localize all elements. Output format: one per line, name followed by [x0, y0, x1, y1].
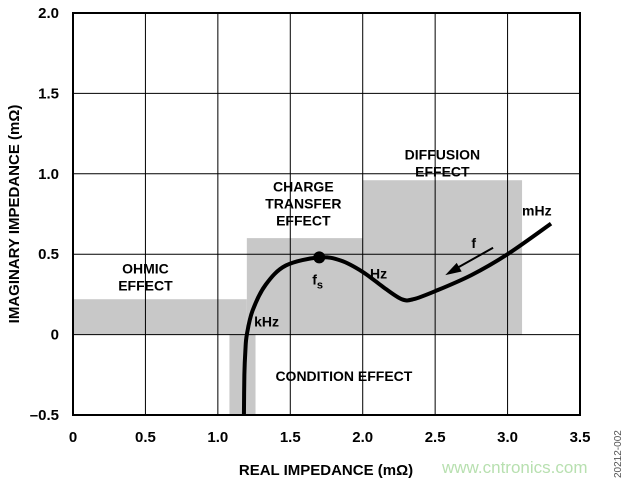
series: [241, 222, 553, 416]
y-tick-label: –0.5: [30, 407, 59, 424]
region-label-ohmic: OHMIC: [122, 260, 169, 276]
region-ohmic: [73, 299, 247, 335]
arrowhead-icon: [445, 262, 462, 276]
annotation-khz: kHz: [254, 314, 279, 330]
region-label-charge-transfer: EFFECT: [276, 212, 331, 228]
y-tick-label: 0: [51, 327, 59, 344]
x-tick-label: 3.0: [497, 429, 518, 446]
x-tick-label: 2.5: [425, 429, 446, 446]
annotation-f: f: [471, 235, 476, 251]
x-tick-label: 3.5: [570, 429, 591, 446]
plot-border: [72, 12, 581, 416]
annotation-mhz: mHz: [522, 203, 552, 219]
grid: [72, 12, 581, 416]
y-tick-label: 1.5: [38, 85, 59, 102]
frequency-arrow: [452, 246, 494, 271]
fs-marker: [313, 251, 326, 264]
annotation-hz: Hz: [370, 265, 387, 281]
region-label-condition: CONDITION EFFECT: [275, 368, 412, 384]
region-label-diffusion: EFFECT: [415, 163, 470, 179]
region-diffusion: [362, 180, 523, 335]
impedance-curve: [241, 222, 553, 416]
ticks: 0 0.5 1.0 1.5 2.0 2.5 3.0 3.5 –0.5 0 0.5 1.0 1.5 2.0: [30, 5, 591, 446]
x-axis-label: REAL IMPEDANCE (mΩ): [239, 462, 413, 479]
x-tick-label: 0.5: [135, 429, 156, 446]
region-label-charge-transfer: CHARGE: [273, 178, 334, 194]
y-axis-label: IMAGINARY IMPEDANCE (mΩ): [6, 105, 23, 324]
y-tick-label: 2.0: [38, 5, 59, 22]
annotations: OHMICEFFECTCHARGETRANSFEREFFECTDIFFUSION…: [118, 146, 551, 384]
figure-id: 20212-002: [613, 430, 624, 478]
x-tick-label: 2.0: [352, 429, 373, 446]
y-tick-label: 0.5: [38, 246, 59, 263]
y-tick-label: 1.0: [38, 166, 59, 183]
x-tick-label: 0: [69, 429, 77, 446]
region-label-diffusion: DIFFUSION: [405, 146, 480, 162]
region-label-charge-transfer: TRANSFER: [265, 195, 341, 211]
x-tick-label: 1.5: [280, 429, 301, 446]
region-label-ohmic: EFFECT: [118, 277, 173, 293]
fs-label: fs: [312, 271, 323, 291]
x-tick-label: 1.0: [207, 429, 228, 446]
watermark: www.cntronics.com: [441, 458, 587, 477]
